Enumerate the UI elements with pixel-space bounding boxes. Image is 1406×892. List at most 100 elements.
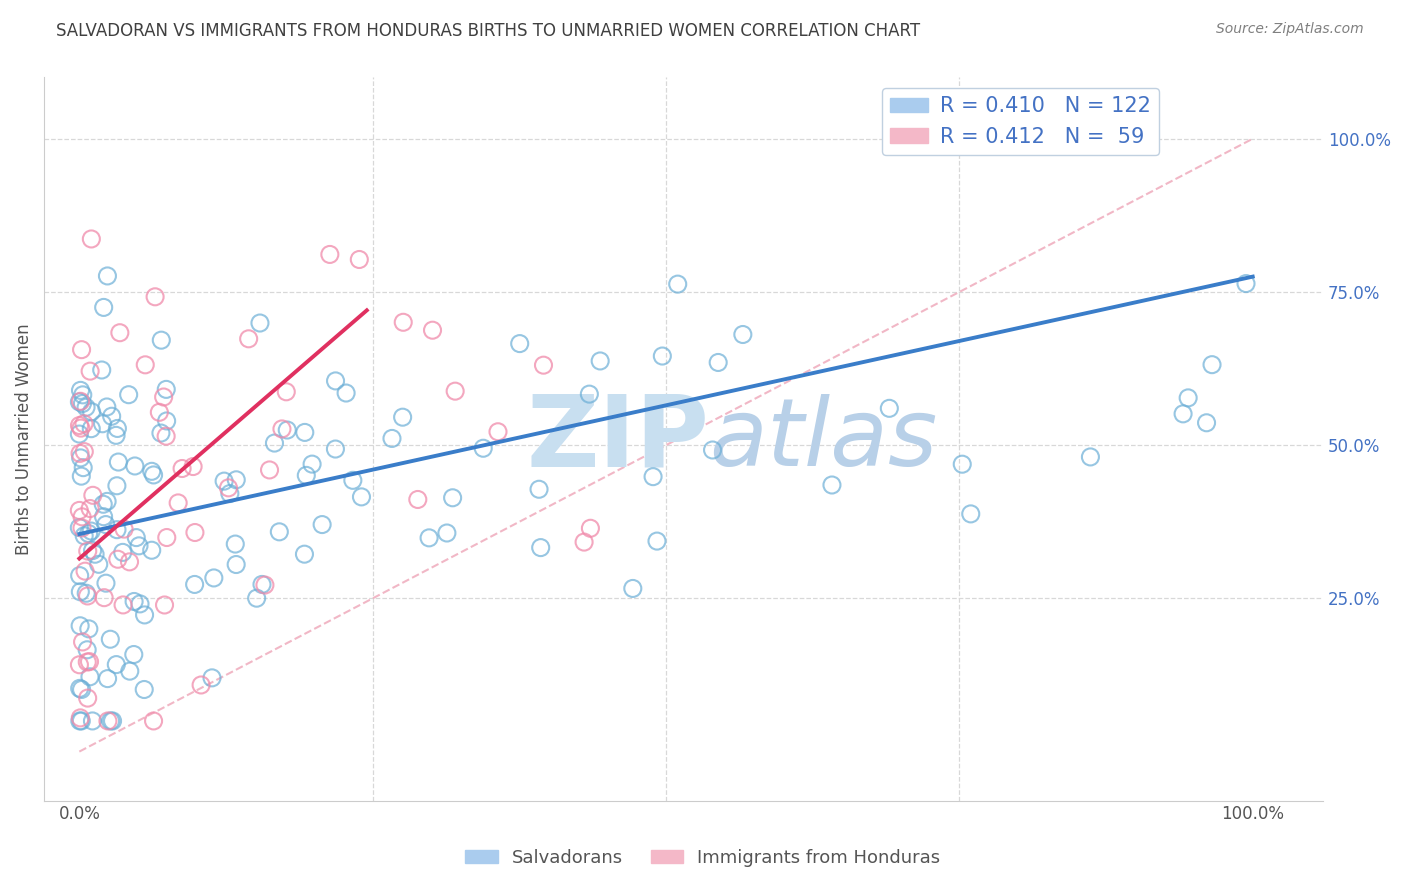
Point (1201, 358, 1223, 372)
Point (651, 349, 673, 363)
Point (224, 537, 246, 551)
Point (527, 482, 550, 496)
Point (1234, 277, 1257, 291)
Point (105, 428, 128, 442)
Point (645, 534, 668, 549)
Point (350, 490, 373, 504)
Point (153, 598, 176, 612)
Point (70, 469, 93, 483)
Point (118, 664, 141, 678)
Point (96, 494, 118, 508)
Point (70, 521, 93, 535)
Point (142, 714, 165, 728)
Point (75, 401, 97, 415)
Point (70, 509, 93, 524)
Point (167, 496, 190, 510)
Point (72, 388, 94, 402)
Point (87, 558, 110, 572)
Point (509, 336, 531, 351)
Point (67, 503, 90, 517)
Point (82, 488, 104, 502)
Point (128, 539, 150, 553)
Point (76, 642, 98, 657)
Point (441, 491, 464, 505)
Point (75, 586, 97, 600)
Point (94, 517, 117, 532)
Point (181, 459, 204, 474)
Point (76, 691, 98, 706)
Point (134, 358, 156, 372)
Point (530, 541, 553, 555)
Point (67, 427, 90, 442)
Point (879, 401, 901, 416)
Point (70, 343, 93, 357)
Point (155, 383, 177, 397)
Point (201, 671, 224, 685)
Point (218, 486, 240, 500)
Point (392, 315, 415, 329)
Point (276, 423, 298, 437)
Point (91, 497, 114, 511)
Point (381, 432, 404, 446)
Point (105, 523, 128, 537)
Point (422, 323, 444, 337)
Point (69, 619, 91, 633)
Point (183, 577, 205, 591)
Point (1171, 407, 1194, 421)
Point (96, 400, 118, 414)
Point (1177, 391, 1199, 405)
Point (79, 670, 101, 684)
Point (90, 363, 112, 377)
Point (77, 526, 100, 541)
Point (1195, 416, 1218, 430)
Point (246, 591, 269, 606)
Point (589, 354, 612, 368)
Point (301, 457, 323, 471)
Point (172, 461, 194, 475)
Point (73, 529, 96, 543)
Point (156, 414, 179, 428)
Point (69, 450, 91, 465)
Point (436, 526, 458, 541)
Point (406, 492, 429, 507)
Point (108, 326, 131, 340)
Point (259, 463, 281, 477)
Point (93, 301, 115, 315)
Point (118, 555, 141, 569)
Point (107, 552, 129, 566)
Point (202, 571, 225, 585)
Point (134, 607, 156, 622)
Text: atlas: atlas (709, 393, 938, 484)
Point (325, 374, 347, 388)
Point (294, 425, 316, 440)
Point (80, 524, 103, 538)
Point (486, 425, 509, 439)
Point (184, 525, 207, 540)
Point (80, 405, 103, 419)
Point (418, 531, 440, 545)
Point (84, 547, 107, 561)
Point (112, 522, 135, 536)
Point (97, 714, 120, 728)
Point (124, 458, 146, 473)
Point (67, 520, 90, 534)
Text: ZIP: ZIP (526, 391, 709, 488)
Point (641, 469, 664, 483)
Point (707, 355, 730, 369)
Point (578, 387, 600, 401)
Point (76, 589, 98, 603)
Point (97, 672, 120, 686)
Y-axis label: Births to Unmarried Women: Births to Unmarried Women (15, 323, 32, 555)
Point (156, 531, 179, 545)
Point (444, 384, 467, 399)
Point (73, 417, 96, 431)
Point (621, 582, 644, 596)
Point (579, 521, 602, 535)
Point (69, 384, 91, 398)
Point (100, 409, 122, 424)
Point (69, 714, 91, 728)
Point (269, 524, 291, 539)
Point (69, 681, 91, 696)
Point (72, 635, 94, 649)
Point (731, 327, 754, 342)
